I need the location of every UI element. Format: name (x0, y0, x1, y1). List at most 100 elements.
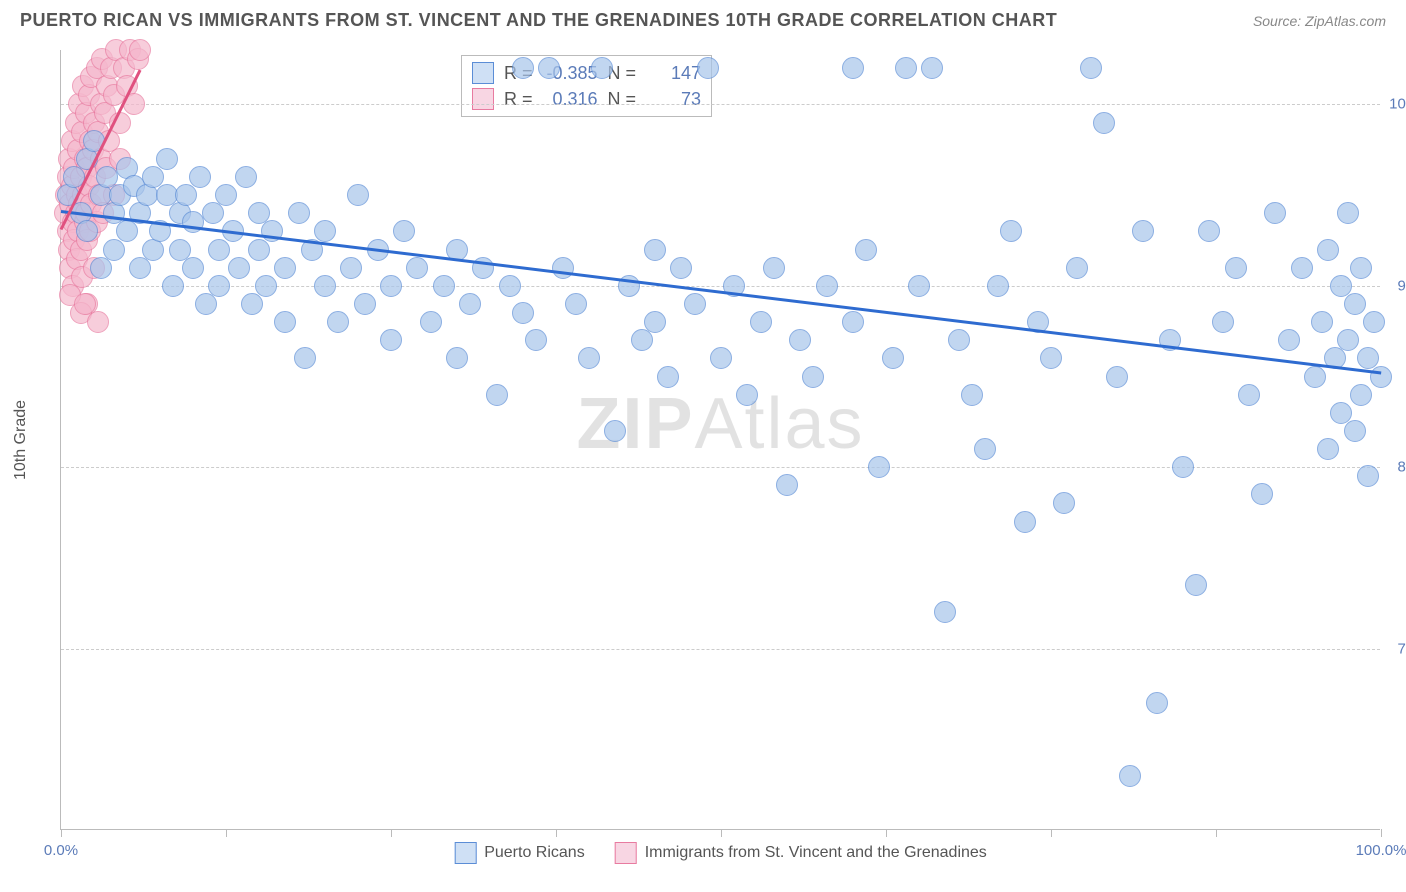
data-point (1350, 257, 1372, 279)
data-point (908, 275, 930, 297)
r-value-pink: 0.316 (543, 89, 598, 110)
data-point (208, 275, 230, 297)
data-point (393, 220, 415, 242)
data-point (538, 57, 560, 79)
r-label: R = (504, 89, 533, 110)
n-value-pink: 73 (646, 89, 701, 110)
data-point (1053, 492, 1075, 514)
data-point (512, 57, 534, 79)
xtick (61, 829, 62, 837)
data-point (129, 257, 151, 279)
data-point (235, 166, 257, 188)
xtick (556, 829, 557, 837)
legend-item-blue: Puerto Ricans (454, 842, 585, 864)
data-point (1198, 220, 1220, 242)
data-point (604, 420, 626, 442)
data-point (710, 347, 732, 369)
xtick-label: 0.0% (44, 842, 78, 859)
stats-row-blue: R = -0.385 N = 147 (472, 60, 701, 86)
chart-title: PUERTO RICAN VS IMMIGRANTS FROM ST. VINC… (20, 10, 1057, 31)
xtick (391, 829, 392, 837)
y-axis-label: 10th Grade (12, 399, 30, 479)
data-point (644, 311, 666, 333)
data-point (1000, 220, 1022, 242)
ytick-label: 80.0% (1385, 459, 1406, 476)
data-point (1066, 257, 1088, 279)
data-point (1311, 311, 1333, 333)
data-point (1278, 329, 1300, 351)
data-point (1093, 112, 1115, 134)
data-point (789, 329, 811, 351)
data-point (380, 329, 402, 351)
gridline (61, 104, 1380, 105)
data-point (1357, 465, 1379, 487)
data-point (1350, 384, 1372, 406)
data-point (241, 293, 263, 315)
data-point (288, 202, 310, 224)
data-point (921, 57, 943, 79)
data-point (1264, 202, 1286, 224)
data-point (195, 293, 217, 315)
data-point (1238, 384, 1260, 406)
legend-item-pink: Immigrants from St. Vincent and the Gren… (615, 842, 987, 864)
data-point (162, 275, 184, 297)
data-point (294, 347, 316, 369)
ytick-label: 90.0% (1385, 277, 1406, 294)
data-point (776, 474, 798, 496)
data-point (895, 57, 917, 79)
data-point (327, 311, 349, 333)
data-point (255, 275, 277, 297)
data-point (1040, 347, 1062, 369)
data-point (76, 220, 98, 242)
data-point (565, 293, 587, 315)
plot-area: ZIPAtlas R = -0.385 N = 147 R = 0.316 N … (60, 50, 1380, 830)
data-point (934, 601, 956, 623)
data-point (1132, 220, 1154, 242)
xtick (226, 829, 227, 837)
data-point (1344, 420, 1366, 442)
data-point (1146, 692, 1168, 714)
gridline (61, 649, 1380, 650)
data-point (512, 302, 534, 324)
legend-label-pink: Immigrants from St. Vincent and the Gren… (645, 844, 987, 862)
data-point (499, 275, 521, 297)
data-point (446, 347, 468, 369)
correlation-stats-box: R = -0.385 N = 147 R = 0.316 N = 73 (461, 55, 712, 117)
data-point (1370, 366, 1392, 388)
data-point (525, 329, 547, 351)
swatch-pink (472, 88, 494, 110)
data-point (591, 57, 613, 79)
data-point (1119, 765, 1141, 787)
data-point (1225, 257, 1247, 279)
bottom-legend: Puerto Ricans Immigrants from St. Vincen… (454, 842, 987, 864)
data-point (1251, 483, 1273, 505)
xtick (1381, 829, 1382, 837)
data-point (420, 311, 442, 333)
data-point (802, 366, 824, 388)
swatch-blue (472, 62, 494, 84)
chart-header: PUERTO RICAN VS IMMIGRANTS FROM ST. VINC… (0, 0, 1406, 39)
data-point (274, 257, 296, 279)
data-point (340, 257, 362, 279)
data-point (670, 257, 692, 279)
data-point (459, 293, 481, 315)
data-point (1304, 366, 1326, 388)
data-point (314, 275, 336, 297)
data-point (215, 184, 237, 206)
data-point (228, 257, 250, 279)
xtick-label: 100.0% (1356, 842, 1406, 859)
data-point (1014, 511, 1036, 533)
data-point (1212, 311, 1234, 333)
data-point (1080, 57, 1102, 79)
data-point (202, 202, 224, 224)
data-point (750, 311, 772, 333)
data-point (578, 347, 600, 369)
data-point (882, 347, 904, 369)
xtick (1051, 829, 1052, 837)
n-label: N = (608, 89, 637, 110)
data-point (182, 257, 204, 279)
data-point (684, 293, 706, 315)
data-point (1317, 438, 1339, 460)
data-point (433, 275, 455, 297)
chart-container: ZIPAtlas R = -0.385 N = 147 R = 0.316 N … (60, 50, 1380, 830)
